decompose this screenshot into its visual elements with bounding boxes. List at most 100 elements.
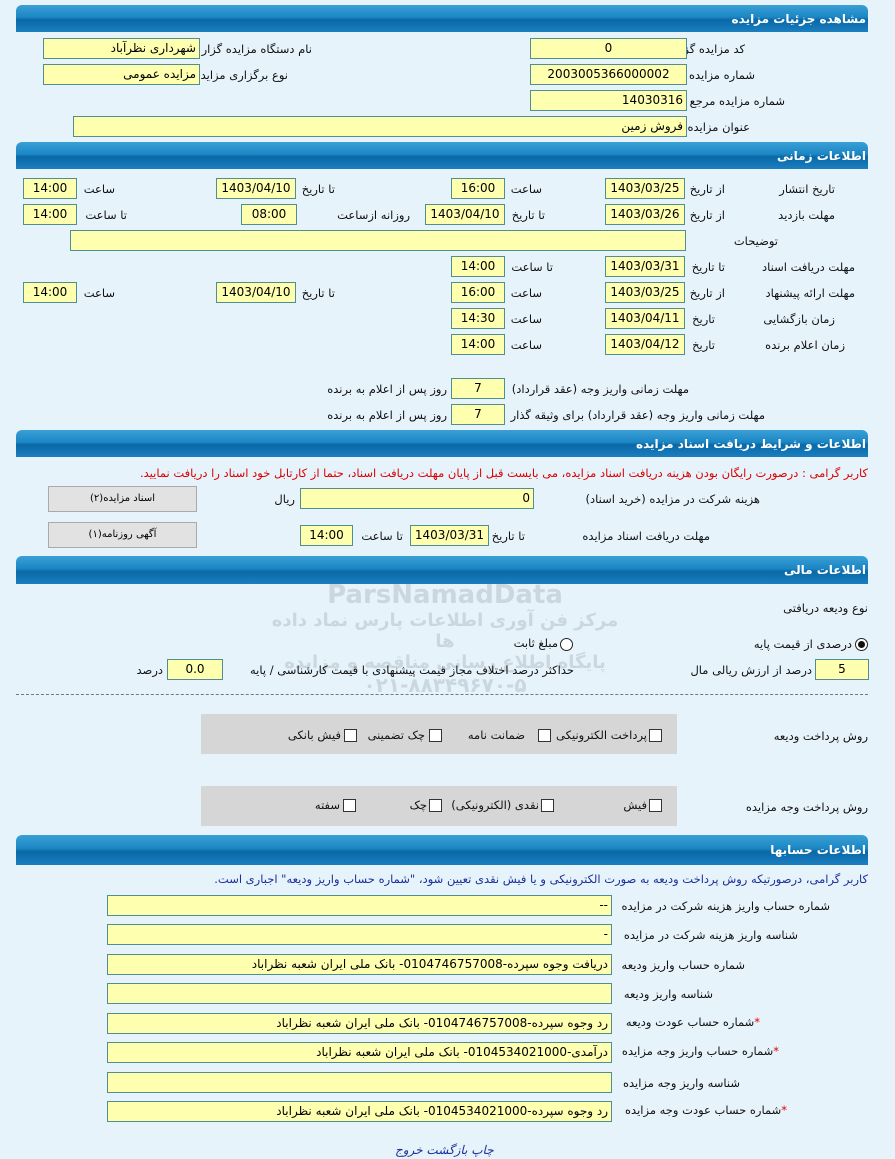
organizer-code-field[interactable]: 0 xyxy=(530,38,687,59)
deposit-method-label: چک تضمینی xyxy=(367,728,425,742)
account-row-label: *شماره حساب عودت ودیعه xyxy=(626,1015,760,1029)
reference-number-field[interactable]: 14030316 xyxy=(530,90,687,111)
visit-to-field[interactable]: 1403/04/10 xyxy=(425,204,505,225)
account-row-field[interactable]: رد وجوه سپرده-0104534021000- بانک ملی ای… xyxy=(107,1101,612,1122)
payment-method-label: روش پرداخت وجه مزایده xyxy=(745,800,868,814)
payment-method-checkbox-slip[interactable] xyxy=(649,799,662,812)
opening-label: زمان بازگشایی xyxy=(763,312,835,326)
auction-type-field[interactable]: مزایده عمومی xyxy=(43,64,200,85)
account-row-field[interactable]: -- xyxy=(107,895,612,916)
offer-to-field[interactable]: 1403/04/10 xyxy=(216,282,296,303)
publish-time-field[interactable]: 16:00 xyxy=(451,178,505,199)
to-date-label: تا تاریخ xyxy=(301,286,335,300)
payment-method-checkbox-cash[interactable] xyxy=(541,799,554,812)
print-link[interactable]: چاپ xyxy=(471,1143,494,1157)
section-title: اطلاعات حسابها xyxy=(770,843,866,857)
date-label: تاریخ xyxy=(692,338,715,352)
visit-from-field[interactable]: 1403/03/26 xyxy=(605,204,685,225)
account-row-field[interactable] xyxy=(107,1072,612,1093)
fee-field[interactable]: 0 xyxy=(300,488,534,509)
max-diff-field[interactable]: 0.0 xyxy=(167,659,223,680)
section-header-accounts: اطلاعات حسابها xyxy=(16,835,868,865)
visit-daily-from-field[interactable]: 08:00 xyxy=(241,204,297,225)
section-title: اطلاعات زمانی xyxy=(777,148,866,163)
deposit-method-checkbox-check[interactable] xyxy=(429,729,442,742)
account-row-field[interactable]: دریافت وجوه سپرده-0104746757008- بانک مل… xyxy=(107,954,612,975)
publish-time2-field[interactable]: 14:00 xyxy=(23,178,77,199)
auction-documents-button[interactable]: اسناد مزایده(۲) xyxy=(48,486,197,512)
percent-radio[interactable] xyxy=(855,638,868,651)
watermark-brand: ParsNamadData xyxy=(327,580,563,610)
to-date-label: تا تاریخ xyxy=(691,260,725,274)
account-row-field[interactable] xyxy=(107,983,612,1004)
label-text: شماره حساب واریز وجه مزایده xyxy=(621,1044,774,1058)
deposit-method-label: فیش بانکی xyxy=(287,728,341,742)
newspaper-ad-button[interactable]: آگهی روزنامه(۱) xyxy=(48,522,197,548)
percent-option-label: درصدی از قیمت پایه xyxy=(753,637,852,651)
account-row-field[interactable]: درآمدی-0104534021000- بانک ملی ایران شعب… xyxy=(107,1042,612,1063)
guarantor-deadline-field[interactable]: 7 xyxy=(451,404,505,425)
deposit-method-label: پرداخت الکترونیکی xyxy=(556,728,647,742)
description-label: توضیحات xyxy=(733,234,778,248)
from-date-label: از تاریخ xyxy=(689,208,725,222)
to-date-label: تا تاریخ xyxy=(511,208,545,222)
exit-link[interactable]: خروج xyxy=(395,1143,423,1157)
fixed-option-label: مبلغ ثابت xyxy=(513,636,558,650)
offer-time-field[interactable]: 16:00 xyxy=(451,282,505,303)
deposit-method-checkbox-electronic[interactable] xyxy=(649,729,662,742)
winner-time-field[interactable]: 14:00 xyxy=(451,334,505,355)
to-date-label: تا تاریخ xyxy=(491,529,525,543)
doc-deadline-time-field[interactable]: 14:00 xyxy=(300,525,353,546)
doc-deadline-label: مهلت دریافت اسناد xyxy=(762,260,855,274)
opening-time-field[interactable]: 14:30 xyxy=(451,308,505,329)
time-label: ساعت xyxy=(510,312,542,326)
max-diff-suffix: درصد xyxy=(136,663,163,677)
account-row-label: *شماره حساب عودت وجه مزایده xyxy=(625,1103,787,1117)
percent-suffix: درصد از ارزش ریالی مال xyxy=(690,663,812,677)
payment-method-label: فیش xyxy=(623,798,647,812)
payment-method-checkbox-promissory[interactable] xyxy=(343,799,356,812)
organizer-code-label: کد مزایده گزار xyxy=(674,42,745,56)
doc-deadline-date-field[interactable]: 1403/03/31 xyxy=(410,525,489,546)
back-link[interactable]: بازگشت xyxy=(426,1143,468,1157)
title-field[interactable]: فروش زمین xyxy=(73,116,687,137)
payment-deadline-field[interactable]: 7 xyxy=(451,378,505,399)
doc-deadline-date-field[interactable]: 1403/03/31 xyxy=(605,256,685,277)
publish-from-field[interactable]: 1403/03/25 xyxy=(605,178,685,199)
account-row-field[interactable]: رد وجوه سپرده-0104746757008- بانک ملی ای… xyxy=(107,1013,612,1034)
date-label: تاریخ xyxy=(692,312,715,326)
account-row-label: شناسه واریز ودیعه xyxy=(623,987,713,1001)
fixed-radio[interactable] xyxy=(560,638,573,651)
winner-date-field[interactable]: 1403/04/12 xyxy=(605,334,685,355)
account-row-field[interactable]: - xyxy=(107,924,612,945)
percent-value-field[interactable]: 5 xyxy=(815,659,869,680)
visit-until-field[interactable]: 14:00 xyxy=(23,204,77,225)
organizer-name-field[interactable]: شهرداری نظرآباد xyxy=(43,38,200,59)
description-field[interactable] xyxy=(70,230,686,251)
auction-number-field[interactable]: 2003005366000002 xyxy=(530,64,687,85)
auction-type-label: نوع برگزاری مزایده xyxy=(194,68,288,82)
account-row-label: شناسه واریز هزینه شرکت در مزایده xyxy=(623,928,798,942)
doc-deadline-time-field[interactable]: 14:00 xyxy=(451,256,505,277)
offer-from-field[interactable]: 1403/03/25 xyxy=(605,282,685,303)
deposit-method-checkbox-bank-slip[interactable] xyxy=(344,729,357,742)
time-label: ساعت xyxy=(83,182,115,196)
visit-label: مهلت بازدید xyxy=(778,208,835,222)
section-title: اطلاعات مالی xyxy=(783,563,866,577)
opening-date-field[interactable]: 1403/04/11 xyxy=(605,308,685,329)
payment-method-checkbox-check[interactable] xyxy=(429,799,442,812)
time-label: ساعت xyxy=(510,338,542,352)
max-diff-label: حداکثر درصد اختلاف مجاز قیمت پیشنهادی با… xyxy=(249,663,574,677)
time-label: ساعت xyxy=(510,286,542,300)
deposit-method-checkbox-guarantee[interactable] xyxy=(538,729,551,742)
section-title: اطلاعات و شرایط دریافت اسناد مزایده xyxy=(635,436,866,451)
accounts-notice: کاربر گرامی، درصورتیکه روش پرداخت ودیعه … xyxy=(214,872,868,886)
publish-to-field[interactable]: 1403/04/10 xyxy=(216,178,296,199)
payment-deadline-label: مهلت زمانی واریز وجه (عقد قرارداد) xyxy=(511,382,689,396)
deposit-type-label: نوع ودیعه دریافتی xyxy=(783,601,868,615)
section-title: مشاهده جزئیات مزایده xyxy=(731,11,866,26)
offer-time2-field[interactable]: 14:00 xyxy=(23,282,77,303)
account-row-label: شناسه واریز وجه مزایده xyxy=(622,1076,740,1090)
payment-method-label: سفته xyxy=(314,798,340,812)
from-date-label: از تاریخ xyxy=(689,286,725,300)
